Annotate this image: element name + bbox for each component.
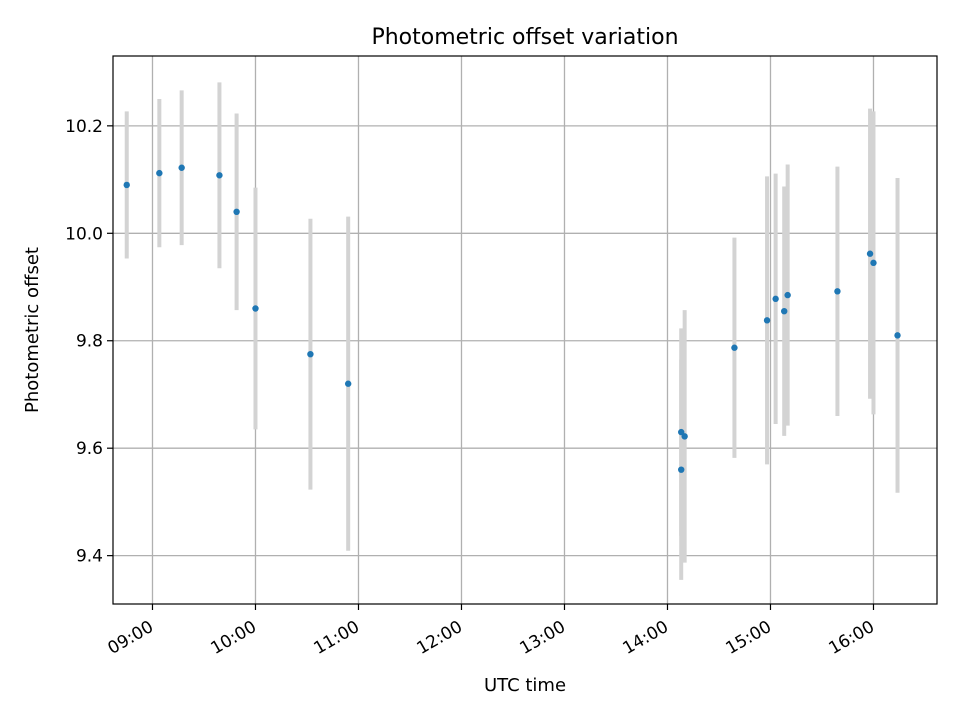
data-point — [178, 164, 185, 171]
x-tick-label: 15:00 — [723, 617, 775, 659]
x-tick-label: 13:00 — [517, 617, 569, 659]
x-tick-label: 11:00 — [311, 617, 363, 659]
data-point — [344, 380, 352, 387]
y-tick-label: 10.2 — [65, 117, 103, 137]
data-point — [252, 305, 259, 312]
data-point — [870, 259, 877, 267]
y-tick-label: 10.0 — [65, 224, 103, 244]
y-tick-label: 9.4 — [76, 547, 103, 567]
data-point — [681, 433, 688, 440]
y-tick-label: 9.6 — [76, 439, 103, 459]
x-axis-ticks: 09:00 10:00 11:00 12:00 13:00 14:00 15:00 16:00 — [105, 604, 878, 659]
data-point — [678, 466, 685, 473]
data-point — [307, 350, 314, 358]
data-point — [894, 332, 901, 339]
y-axis-ticks: 9.4 9.6 9.8 10.0 10.2 — [65, 117, 113, 567]
data-point — [678, 428, 685, 436]
x-tick-label: 10:00 — [208, 617, 260, 659]
grid-lines — [113, 56, 937, 604]
data-point — [156, 169, 163, 177]
x-tick-label: 09:00 — [105, 617, 157, 659]
data-point — [866, 250, 874, 257]
y-axis-label: Photometric offset — [22, 247, 43, 413]
data-point — [233, 208, 240, 216]
y-tick-label: 9.8 — [76, 332, 103, 352]
data-point — [216, 172, 223, 179]
data-point — [784, 291, 791, 299]
data-point — [772, 295, 779, 303]
data-point — [763, 317, 771, 324]
data-point — [781, 307, 788, 315]
x-tick-label: 16:00 — [826, 617, 878, 659]
plot-frame — [112, 55, 938, 605]
data-point — [834, 288, 841, 295]
x-axis-label: UTC time — [484, 675, 566, 696]
x-tick-label: 14:00 — [620, 617, 672, 659]
x-tick-label: 12:00 — [414, 617, 466, 659]
data-points — [123, 164, 901, 473]
data-point — [731, 344, 738, 351]
data-point — [123, 181, 130, 189]
chart-title: Photometric offset variation — [371, 25, 678, 50]
error-bars — [124, 82, 900, 580]
